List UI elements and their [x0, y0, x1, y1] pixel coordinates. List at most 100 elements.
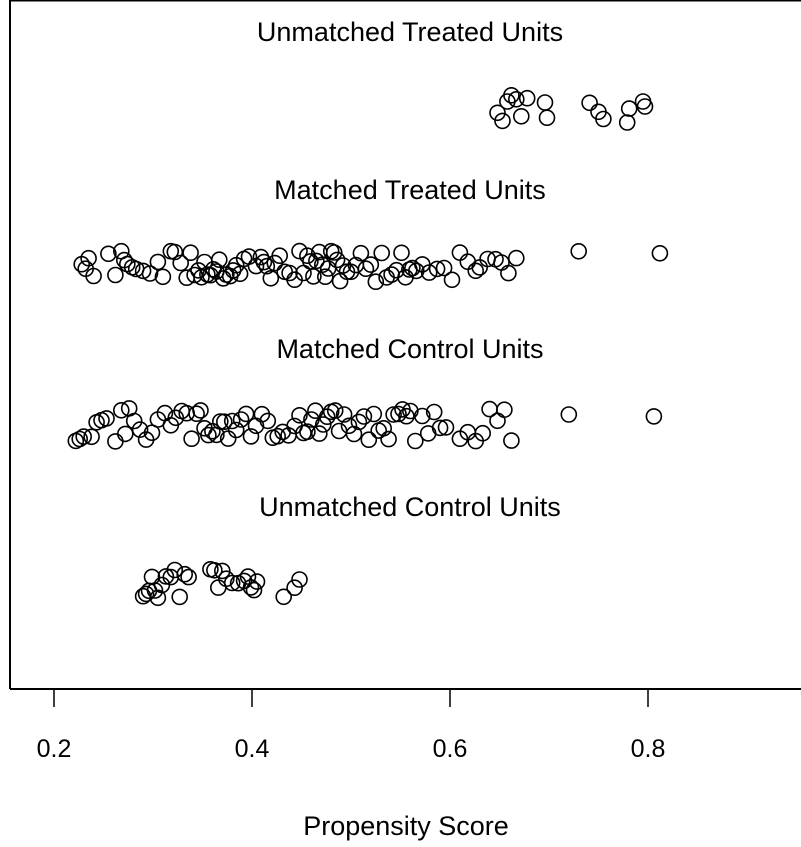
point-unmatched-treated — [636, 98, 654, 115]
point-matched-control — [380, 430, 397, 448]
point-matched-treated — [352, 244, 370, 262]
point-matched-control — [303, 411, 320, 428]
point-matched-control — [259, 412, 277, 430]
points-matched-treated — [73, 242, 669, 291]
point-matched-control — [365, 405, 383, 423]
point-unmatched-control — [171, 588, 188, 606]
point-matched-control — [437, 419, 455, 436]
point-matched-control — [188, 405, 205, 423]
point-matched-treated — [211, 251, 228, 269]
point-unmatched-treated — [518, 89, 536, 107]
point-matched-control — [98, 410, 115, 427]
point-matched-treated — [383, 266, 400, 283]
point-matched-control — [645, 408, 663, 425]
point-matched-treated — [291, 242, 308, 260]
point-unmatched-treated — [512, 108, 530, 125]
point-unmatched-control — [214, 562, 231, 580]
group-label-unmatched-treated: Unmatched Treated Units — [257, 17, 563, 47]
point-matched-control — [125, 412, 143, 430]
point-unmatched-treated — [538, 109, 556, 126]
point-matched-control — [299, 423, 316, 441]
point-matched-control — [425, 403, 443, 421]
point-matched-treated — [141, 265, 159, 282]
point-matched-treated — [420, 264, 438, 281]
point-unmatched-control — [239, 568, 257, 585]
point-matched-control — [406, 432, 424, 450]
point-unmatched-control — [166, 561, 184, 579]
point-matched-treated — [651, 245, 669, 262]
points-unmatched-treated — [489, 87, 654, 131]
point-matched-treated — [182, 244, 199, 261]
point-matched-control — [71, 430, 88, 448]
point-matched-treated — [186, 266, 203, 284]
point-matched-control — [216, 413, 233, 431]
point-matched-control — [496, 401, 513, 419]
point-matched-control — [390, 405, 407, 423]
point-unmatched-treated — [536, 94, 554, 111]
point-matched-treated — [435, 259, 453, 277]
points-matched-control — [67, 400, 663, 450]
point-matched-control — [212, 413, 229, 430]
point-matched-treated — [107, 266, 124, 284]
point-unmatched-treated — [507, 91, 525, 108]
point-matched-control — [431, 419, 449, 437]
point-matched-control — [237, 405, 255, 423]
point-matched-control — [503, 432, 520, 449]
point-unmatched-control — [206, 561, 223, 579]
point-matched-treated — [80, 249, 97, 267]
point-matched-treated — [271, 247, 289, 264]
points-unmatched-control — [134, 560, 308, 607]
group-label-matched-treated: Matched Treated Units — [274, 175, 546, 205]
point-matched-control — [183, 430, 200, 448]
point-matched-control — [232, 411, 250, 428]
point-matched-treated — [367, 273, 385, 291]
point-matched-treated — [255, 253, 273, 271]
point-matched-treated — [507, 249, 525, 267]
point-unmatched-control — [223, 574, 241, 592]
point-matched-control — [398, 407, 415, 425]
x-axis-title: Propensity Score — [303, 811, 509, 841]
point-matched-treated — [467, 262, 485, 280]
point-matched-treated — [357, 260, 375, 278]
point-matched-treated — [362, 256, 380, 273]
point-matched-control — [223, 412, 241, 430]
point-matched-control — [310, 425, 328, 442]
point-matched-treated — [119, 255, 136, 273]
point-matched-treated — [428, 260, 446, 278]
point-unmatched-control — [180, 568, 197, 586]
point-matched-treated — [85, 267, 102, 285]
point-matched-control — [242, 428, 260, 445]
point-matched-control — [117, 425, 134, 443]
point-matched-treated — [404, 259, 421, 277]
point-unmatched-treated — [489, 104, 506, 122]
x-tick-label: 0.2 — [37, 735, 72, 763]
point-matched-treated — [393, 244, 410, 262]
point-matched-treated — [325, 244, 343, 261]
point-matched-control — [474, 424, 492, 442]
point-matched-control — [560, 406, 578, 423]
group-label-unmatched-control: Unmatched Control Units — [259, 492, 561, 522]
point-matched-treated — [149, 253, 167, 271]
point-unmatched-treated — [595, 110, 612, 128]
x-tick-label: 0.8 — [631, 735, 666, 763]
point-unmatched-treated — [581, 94, 598, 112]
x-ticks: 0.2 0.4 0.6 0.8 — [37, 689, 666, 763]
point-unmatched-control — [248, 573, 266, 590]
point-matched-control — [107, 433, 124, 450]
point-matched-treated — [154, 268, 172, 286]
point-matched-treated — [172, 254, 189, 272]
point-matched-control — [355, 408, 373, 425]
point-matched-control — [314, 416, 332, 433]
point-matched-control — [227, 421, 245, 439]
point-matched-control — [413, 407, 431, 425]
point-matched-control — [200, 426, 217, 444]
point-unmatched-control — [275, 588, 293, 606]
point-matched-treated — [407, 262, 425, 280]
point-matched-control — [269, 427, 287, 445]
point-matched-control — [385, 406, 402, 423]
group-label-matched-control: Matched Control Units — [276, 334, 543, 364]
point-unmatched-control — [157, 568, 175, 585]
point-matched-control — [291, 406, 308, 424]
point-unmatched-treated — [503, 87, 520, 104]
